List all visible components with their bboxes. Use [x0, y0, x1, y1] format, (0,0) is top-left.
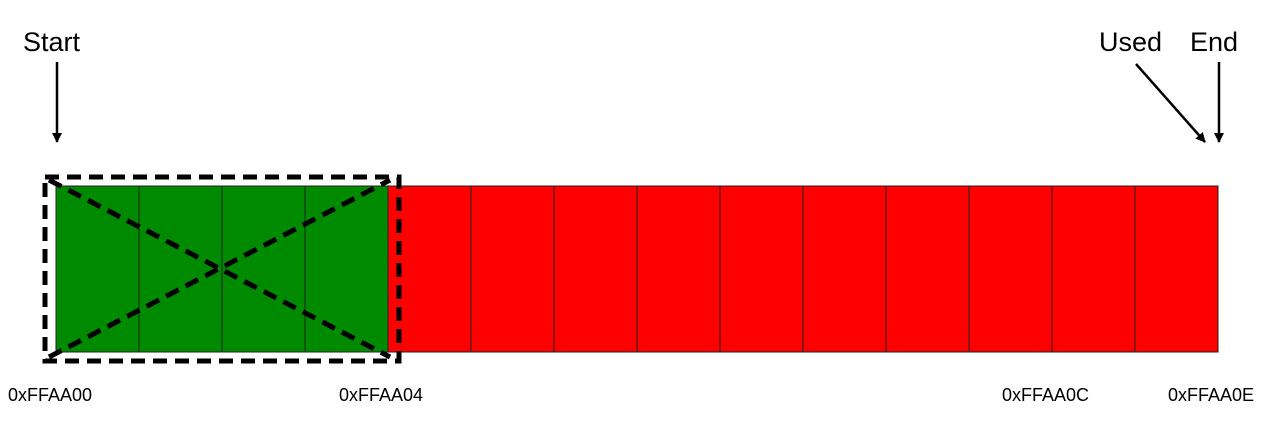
address-label: 0xFFAA0C — [1002, 385, 1089, 405]
memory-cell-used — [1134, 185, 1219, 353]
used-arrow — [1135, 63, 1206, 143]
memory-cell-used — [968, 185, 1053, 353]
start-label: Start — [23, 27, 81, 57]
memory-cell-used — [802, 185, 887, 353]
freed-region-box — [42, 174, 402, 364]
freed-cross-line-2 — [47, 177, 392, 360]
memory-cell-freed — [138, 185, 223, 353]
memory-cell-freed — [221, 185, 306, 353]
freed-cross-line-1 — [47, 177, 392, 360]
used-label: Used — [1099, 27, 1162, 57]
end-label: End — [1190, 27, 1238, 57]
memory-cell-used — [470, 185, 555, 353]
memory-cell-used — [885, 185, 970, 353]
address-label: 0xFFAA0E — [1168, 385, 1254, 405]
freed-region-marker — [42, 174, 402, 364]
memory-cell-freed — [55, 185, 140, 353]
memory-cells — [55, 185, 1219, 353]
memory-cell-used — [636, 185, 721, 353]
memory-cell-used — [719, 185, 804, 353]
memory-cell-used — [553, 185, 638, 353]
memory-cell-used — [1051, 185, 1136, 353]
memory-cell-used — [387, 185, 472, 353]
address-label: 0xFFAA04 — [339, 385, 423, 405]
address-label: 0xFFAA00 — [8, 385, 92, 405]
memory-cell-freed — [304, 185, 389, 353]
